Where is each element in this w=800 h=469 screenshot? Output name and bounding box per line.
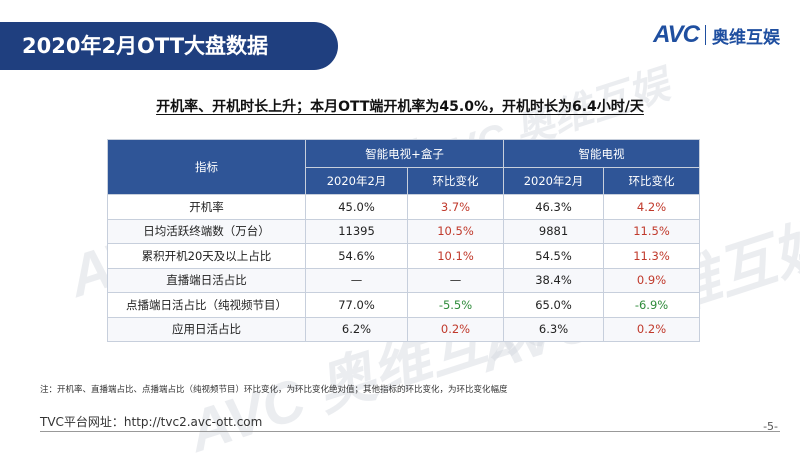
smart-tv-value-cell: 46.3% (503, 194, 605, 220)
metric-name-cell: 应用日活占比 (107, 316, 306, 342)
smart-tv-value-cell: 65.0% (503, 292, 605, 318)
subtitle: 开机率、开机时长上升；本月OTT端开机率为45.0%，开机时长为6.4小时/天 (156, 99, 644, 115)
logo-avc-text: AVC (653, 21, 700, 48)
tv-box-change-cell: 0.2% (406, 316, 505, 342)
smart-tv-change-cell: 0.9% (603, 267, 701, 293)
smart-tv-change-cell: 4.2% (603, 194, 701, 220)
smart-tv-value-cell: 9881 (503, 218, 605, 244)
bottom-divider (40, 431, 780, 432)
header-metric: 指标 (107, 139, 306, 195)
tv-box-change-cell: 10.1% (406, 243, 505, 269)
page-number: -5- (763, 420, 778, 433)
smart-tv-value-cell: 6.3% (503, 316, 605, 342)
logo-cn-text: 奥维互娱 (712, 27, 780, 48)
ott-data-table: 指标 智能电视+盒子 智能电视 2020年2月 环比变化 2020年2月 环比变… (107, 139, 701, 342)
tv-box-value-cell: 11395 (305, 218, 408, 244)
header-group-smart-tv: 智能电视 (503, 139, 701, 168)
header-group-tv-box: 智能电视+盒子 (304, 139, 505, 168)
smart-tv-change-cell: 0.2% (603, 316, 701, 342)
tv-box-value-cell: 6.2% (305, 316, 408, 342)
table-row: 点播端日活占比（纯视频节目） 77.0% -5.5% 65.0% -6.9% (107, 292, 701, 318)
platform-url: TVC平台网址：http://tvc2.avc-ott.com (40, 415, 263, 429)
tv-box-change-cell: — (406, 267, 505, 293)
smart-tv-change-cell: -6.9% (603, 292, 701, 318)
tv-box-change-cell: 3.7% (406, 194, 505, 220)
page-title: 2020年2月OTT大盘数据 (22, 34, 269, 58)
tv-box-value-cell: — (305, 267, 408, 293)
table-row: 应用日活占比 6.2% 0.2% 6.3% 0.2% (107, 316, 701, 342)
table-row: 累积开机20天及以上占比 54.6% 10.1% 54.5% 11.3% (107, 243, 701, 269)
title-banner: 2020年2月OTT大盘数据 (0, 22, 338, 70)
table-row: 直播端日活占比 — —38.4% 0.9% (107, 267, 701, 293)
smart-tv-change-cell: 11.5% (603, 218, 701, 244)
smart-tv-change-cell: 11.3% (603, 243, 701, 269)
smart-tv-value-cell: 38.4% (503, 267, 605, 293)
metric-name-cell: 直播端日活占比 (107, 267, 306, 293)
tv-box-value-cell: 54.6% (305, 243, 408, 269)
tv-box-value-cell: 77.0% (305, 292, 408, 318)
subheader-change: 环比变化 (603, 167, 701, 195)
logo-divider (705, 25, 706, 45)
tv-box-change-cell: 10.5% (406, 218, 505, 244)
footnote: 注：开机率、直播端占比、点播端占比（纯视频节目）环比变化，为环比变化绝对值；其他… (40, 385, 508, 395)
tv-box-change-cell: -5.5% (406, 292, 505, 318)
smart-tv-value-cell: 54.5% (503, 243, 605, 269)
metric-name-cell: 开机率 (107, 194, 306, 220)
table-row: 开机率 45.0% 3.7% 46.3% 4.2% (107, 194, 701, 220)
table-row: 日均活跃终端数（万台） 11395 10.5% 9881 11.5% (107, 218, 701, 244)
brand-logo: AVC 奥维互娱 (653, 21, 780, 48)
subheader-month: 2020年2月 (305, 167, 408, 195)
metric-name-cell: 点播端日活占比（纯视频节目） (107, 292, 306, 318)
tv-box-value-cell: 45.0% (305, 194, 408, 220)
metric-name-cell: 累积开机20天及以上占比 (107, 243, 306, 269)
metric-name-cell: 日均活跃终端数（万台） (107, 218, 306, 244)
subheader-change: 环比变化 (406, 167, 505, 195)
subheader-month: 2020年2月 (503, 167, 605, 195)
